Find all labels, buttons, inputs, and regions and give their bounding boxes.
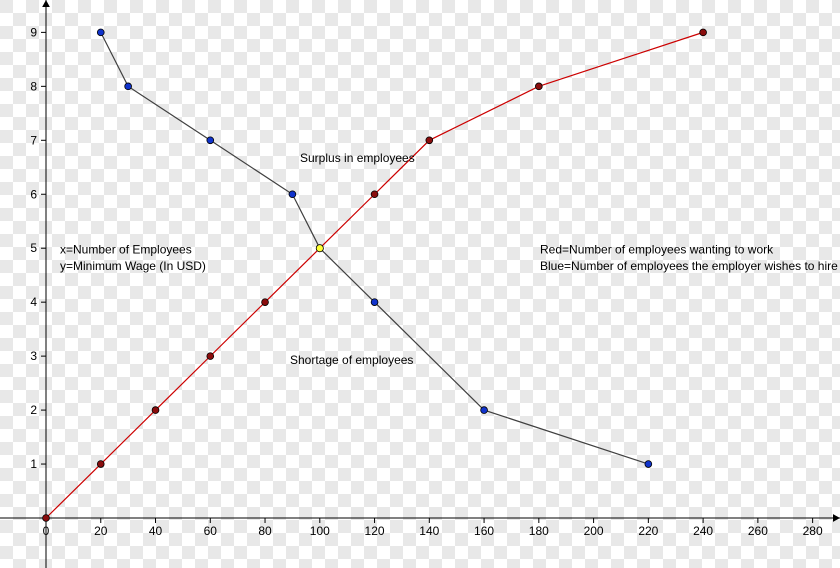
demand-point [645, 461, 652, 468]
x-tick-label: 120 [365, 524, 385, 538]
y-tick-label: 9 [30, 25, 37, 39]
y-tick-label: 3 [30, 349, 37, 363]
supply-point [700, 29, 707, 36]
demand-point [371, 299, 378, 306]
demand-point [481, 407, 488, 414]
x-tick-label: 40 [149, 524, 163, 538]
y-tick-label: 8 [30, 79, 37, 93]
y-tick-label: 6 [30, 187, 37, 201]
x-tick-label: 220 [638, 524, 658, 538]
x-tick-label: 200 [584, 524, 604, 538]
x-tick-label: 60 [204, 524, 218, 538]
x-tick-label: 0 [43, 524, 50, 538]
y-axis-arrow [42, 0, 50, 7]
supply-point [207, 353, 214, 360]
demand-point [97, 29, 104, 36]
y-tick-label: 2 [30, 403, 37, 417]
economics-chart: 0 20 40 60 80 100 120 140 160 180 200 220 240 260 280 1… [0, 0, 840, 568]
x-tick-label: 280 [803, 524, 823, 538]
y-tick-label: 5 [30, 241, 37, 255]
supply-line [46, 32, 703, 518]
x-tick-label: 140 [419, 524, 439, 538]
supply-point [426, 137, 433, 144]
x-tick-label: 100 [310, 524, 330, 538]
demand-point [125, 83, 132, 90]
x-tick-label: 80 [258, 524, 272, 538]
supply-point [97, 461, 104, 468]
supply-point [371, 191, 378, 198]
x-tick-label: 260 [748, 524, 768, 538]
y-tick-label: 7 [30, 133, 37, 147]
x-tick-label: 20 [94, 524, 108, 538]
legend-x-meaning: x=Number of Employees [60, 243, 192, 257]
demand-point [207, 137, 214, 144]
y-tick-label: 1 [30, 457, 37, 471]
equilibrium-point [316, 245, 323, 252]
x-tick-label: 160 [474, 524, 494, 538]
supply-point [152, 407, 159, 414]
legend-y-meaning: y=Minimum Wage (In USD) [60, 259, 206, 273]
shortage-label: Shortage of employees [290, 353, 413, 367]
legend-blue: Blue=Number of employees the employer wi… [540, 259, 838, 273]
x-tick-label: 240 [693, 524, 713, 538]
surplus-label: Surplus in employees [300, 151, 415, 165]
legend-red: Red=Number of employees wanting to work [540, 243, 774, 257]
supply-point [43, 515, 50, 522]
x-axis-arrow [833, 514, 840, 522]
supply-point [535, 83, 542, 90]
demand-point [289, 191, 296, 198]
y-tick-label: 4 [30, 295, 37, 309]
supply-point [262, 299, 269, 306]
x-tick-label: 180 [529, 524, 549, 538]
